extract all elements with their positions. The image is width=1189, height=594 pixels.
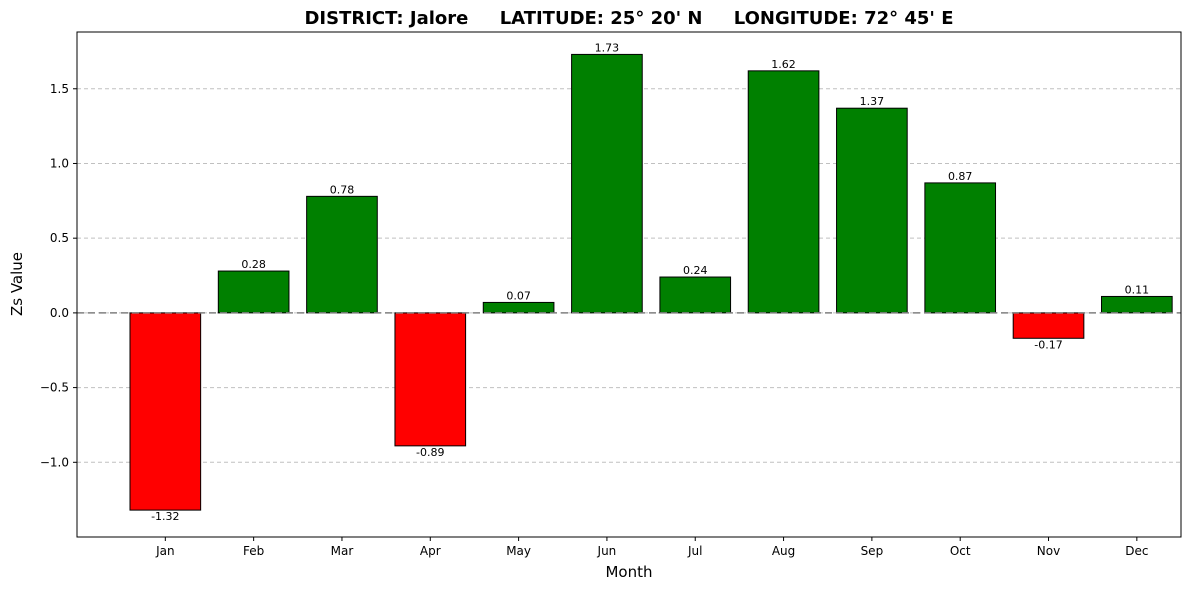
x-tick-label: Oct <box>950 544 971 558</box>
x-tick-label: Sep <box>861 544 884 558</box>
x-tick-label: Apr <box>420 544 441 558</box>
y-axis-label: Zs Value <box>8 252 26 316</box>
data-label-feb: 0.28 <box>241 258 266 271</box>
y-axis-ticks: −1.0 −0.5 0.0 0.5 1.0 1.5 <box>40 82 77 469</box>
x-tick-label: Jan <box>155 544 175 558</box>
plot-frame <box>76 31 1182 538</box>
bar-dec <box>1101 295 1173 314</box>
bar-may <box>482 301 555 314</box>
data-label-aug: 1.62 <box>771 58 796 71</box>
bar-nov <box>1012 312 1085 339</box>
bar-feb <box>217 270 290 314</box>
y-tick-label: 1.5 <box>50 82 69 96</box>
data-label-oct: 0.87 <box>948 170 973 183</box>
y-tick-label: 1.0 <box>50 156 69 170</box>
y-tick-label: −0.5 <box>40 381 69 395</box>
x-tick-label: Nov <box>1037 544 1060 558</box>
bar-oct <box>924 182 997 314</box>
bar-mar <box>306 195 378 314</box>
bar-jul <box>659 276 732 314</box>
y-tick-label: −1.0 <box>40 455 69 469</box>
x-axis-ticks: Jan Feb Mar Apr May Jun Jul Aug Sep Oct Nov Dec <box>155 537 1148 558</box>
data-label-jul: 0.24 <box>683 264 708 277</box>
data-label-may: 0.07 <box>506 289 531 302</box>
x-tick-label: Jul <box>687 544 702 558</box>
data-label-mar: 0.78 <box>330 183 355 196</box>
x-tick-label: Mar <box>331 544 354 558</box>
chart-title: DISTRICT: Jalore LATITUDE: 25° 20' N LON… <box>304 8 953 29</box>
bars <box>129 53 1173 511</box>
data-label-apr: -0.89 <box>416 446 444 459</box>
data-label-jun: 1.73 <box>595 41 620 54</box>
bar-jun <box>571 53 643 314</box>
y-tick-label: 0.5 <box>50 231 69 245</box>
data-labels: -1.32 0.28 0.78 -0.89 0.07 1.73 0.24 1.62 1.37 0.… <box>151 41 1149 523</box>
data-label-sep: 1.37 <box>860 95 885 108</box>
y-tick-label: 0.0 <box>50 306 69 320</box>
x-tick-label: May <box>506 544 531 558</box>
bar-apr <box>394 312 467 447</box>
bar-jan <box>129 312 202 511</box>
x-tick-label: Jun <box>597 544 617 558</box>
x-tick-label: Aug <box>772 544 795 558</box>
data-label-nov: -0.17 <box>1034 338 1062 351</box>
data-label-dec: 0.11 <box>1125 283 1150 296</box>
x-tick-label: Dec <box>1125 544 1148 558</box>
x-axis-label: Month <box>605 563 652 581</box>
bar-sep <box>836 107 908 314</box>
x-tick-label: Feb <box>243 544 264 558</box>
data-label-jan: -1.32 <box>151 510 179 523</box>
bar-aug <box>747 70 820 314</box>
